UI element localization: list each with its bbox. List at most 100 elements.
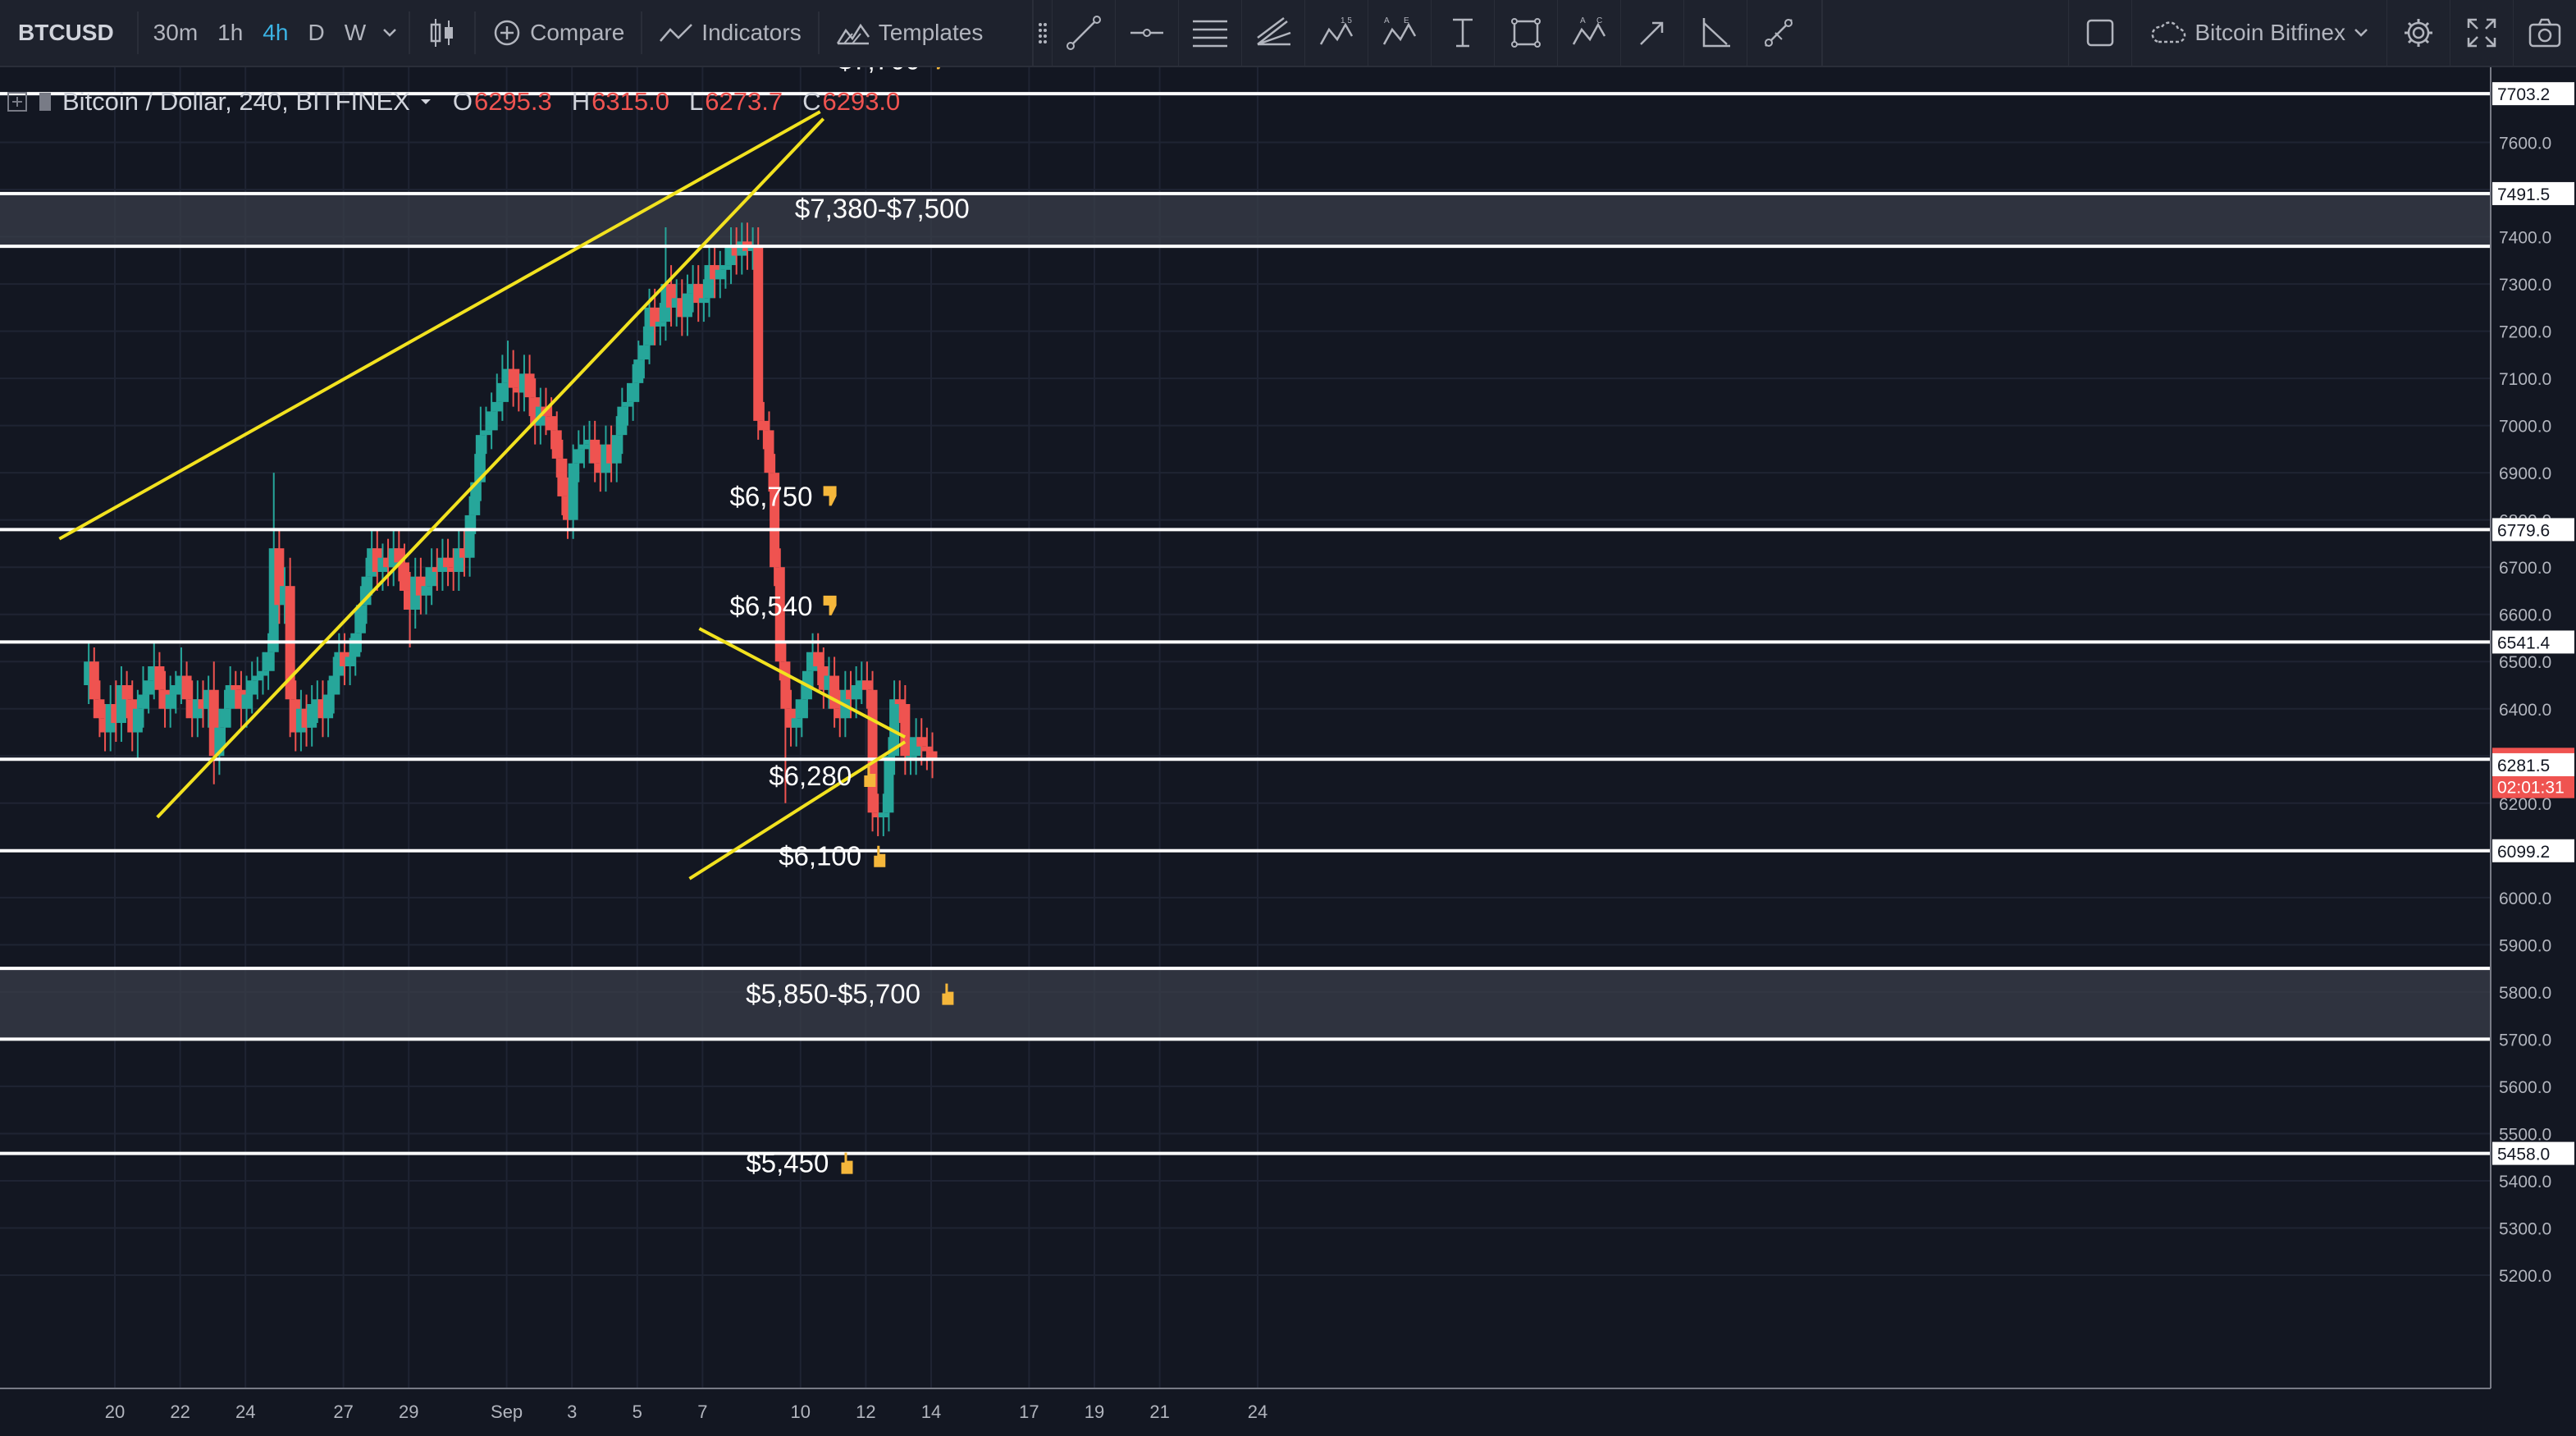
settings-gear-icon[interactable]: [2386, 0, 2450, 66]
collapse-legend-icon[interactable]: [7, 91, 28, 112]
time-tick-label: 12: [856, 1402, 875, 1422]
price-tick-label: 7000.0: [2499, 418, 2551, 437]
price-tick-label: 6900.0: [2499, 464, 2551, 483]
legend-title[interactable]: Bitcoin / Dollar, 240, BITFINEX: [62, 87, 410, 116]
close-key: C: [802, 87, 821, 116]
parallel-channel-tool-icon[interactable]: [1179, 0, 1242, 66]
price-axis-marker-label: 5458.0: [2497, 1146, 2550, 1164]
candle-body: [258, 670, 268, 676]
candle-body: [595, 463, 605, 473]
candle-body: [350, 633, 361, 657]
candle-body: [514, 387, 524, 393]
symbol-search-button[interactable]: BTCUSD: [18, 20, 114, 45]
indicators-button[interactable]: Indicators: [647, 0, 812, 66]
time-tick-label: 7: [697, 1402, 707, 1422]
candle-body: [889, 699, 900, 757]
price-tick-label: 5700.0: [2499, 1031, 2551, 1050]
price-axis-marker: [2492, 518, 2574, 542]
time-tick-label: Sep: [491, 1402, 523, 1422]
candle-body: [731, 246, 742, 256]
price-axis-marker: [2492, 775, 2574, 798]
candle-body: [421, 586, 432, 596]
level-annotation-text: $6,750: [730, 481, 813, 511]
open-value: 6295.3: [473, 87, 552, 116]
price-axis-marker: [2492, 181, 2574, 205]
candle-body: [747, 246, 758, 251]
level-annotation: $5,450: [746, 1148, 853, 1178]
svg-text:E: E: [1404, 16, 1409, 25]
interval-w[interactable]: W: [344, 20, 367, 45]
level-annotations: $7,700 $7,380-$7,500 $6,750 $6,540 $6,280 $6,…: [730, 67, 970, 1178]
candle-body: [328, 675, 339, 695]
price-axis-marker: [2492, 752, 2574, 776]
right-toolbar: Bitcoin Bitfinex: [2068, 0, 2576, 66]
time-tick-label: 3: [567, 1402, 577, 1422]
drag-handle-icon[interactable]: [1034, 0, 1053, 66]
rectangle-tool-icon[interactable]: [1495, 0, 1558, 66]
indicators-label: Indicators: [701, 20, 802, 45]
hand-pointing-up-icon: [864, 765, 876, 787]
time-tick-label: 17: [1019, 1402, 1039, 1422]
price-zone: [0, 193, 2491, 247]
candle-body: [475, 435, 486, 482]
price-axis[interactable]: 5200.0 5300.0 5400.0 5500.0 5600.0 5700.0 5800…: [2490, 67, 2576, 1436]
compare-button[interactable]: Compare: [481, 0, 636, 66]
price-zone: [0, 968, 2491, 1040]
candle-body: [171, 685, 181, 695]
xabcd-pattern-tool-icon[interactable]: 1 5: [1305, 0, 1368, 66]
templates-icon: [836, 23, 870, 45]
candle-body: [448, 567, 459, 572]
candle-body: [132, 708, 143, 733]
arrow-tool-icon[interactable]: [1621, 0, 1684, 66]
price-axis-marker: [2492, 630, 2574, 654]
price-axis-marker-label: 02:01:31: [2497, 779, 2565, 798]
candle-body: [323, 694, 334, 719]
price-tick-label: 5200.0: [2499, 1267, 2551, 1286]
measure-tool-icon[interactable]: [1747, 0, 1810, 66]
candle-body: [241, 694, 252, 709]
time-tick-label: 10: [791, 1402, 811, 1422]
interval-4h[interactable]: 4h: [263, 20, 289, 45]
price-chart[interactable]: $7,700 $7,380-$7,500 $6,750 $6,540 $6,280 $6,…: [0, 67, 2576, 1436]
pitchfork-tool-icon[interactable]: [1242, 0, 1305, 66]
candle-body: [176, 675, 186, 685]
layout-square-icon[interactable]: [2068, 0, 2131, 66]
level-annotation-text: $5,450: [746, 1148, 829, 1178]
legend-dropdown-icon[interactable]: [418, 97, 433, 107]
trendline: [698, 627, 907, 739]
candle-body: [638, 345, 649, 360]
exchange-selector[interactable]: Bitcoin Bitfinex: [2131, 0, 2386, 66]
camera-screenshot-icon[interactable]: [2513, 0, 2576, 66]
price-tick-label: 5600.0: [2499, 1078, 2551, 1097]
horizontal-line-tool-icon[interactable]: [1116, 0, 1179, 66]
fib-retracement-tool-icon[interactable]: [1684, 0, 1747, 66]
candle-body: [252, 675, 263, 681]
candle-body: [753, 246, 764, 421]
fullscreen-icon[interactable]: [2450, 0, 2513, 66]
interval-d[interactable]: D: [308, 20, 325, 45]
candle-body: [138, 694, 148, 709]
candle-body: [225, 685, 235, 709]
trend-line-tool-icon[interactable]: [1053, 0, 1116, 66]
candle-body: [557, 458, 568, 496]
text-tool-icon[interactable]: [1432, 0, 1495, 66]
interval-1h[interactable]: 1h: [217, 20, 244, 45]
chart-style-candles-button[interactable]: [415, 0, 469, 66]
time-axis[interactable]: 20 22 24 27 29 Sep 3 5 7 10 12 14 17 19 21 24: [0, 1388, 2491, 1436]
candlestick-series: [84, 222, 938, 837]
interval-30m[interactable]: 30m: [153, 20, 199, 45]
level-annotation-text: $6,540: [730, 591, 813, 621]
templates-button[interactable]: Templates: [824, 0, 995, 66]
high-value: 6315.0: [591, 87, 669, 116]
level-annotation-text: $5,850-$5,700: [746, 979, 920, 1009]
candle-body: [927, 751, 938, 760]
hand-pointing-up-icon: [874, 845, 886, 867]
level-annotation-text: $6,280: [769, 761, 852, 791]
interval-dropdown-chevron-icon[interactable]: [376, 0, 404, 66]
candle-body: [770, 473, 780, 568]
candle-body: [568, 463, 578, 520]
chart-legend: Bitcoin / Dollar, 240, BITFINEX O 6295.3 …: [7, 82, 900, 121]
candle-body: [508, 368, 518, 388]
